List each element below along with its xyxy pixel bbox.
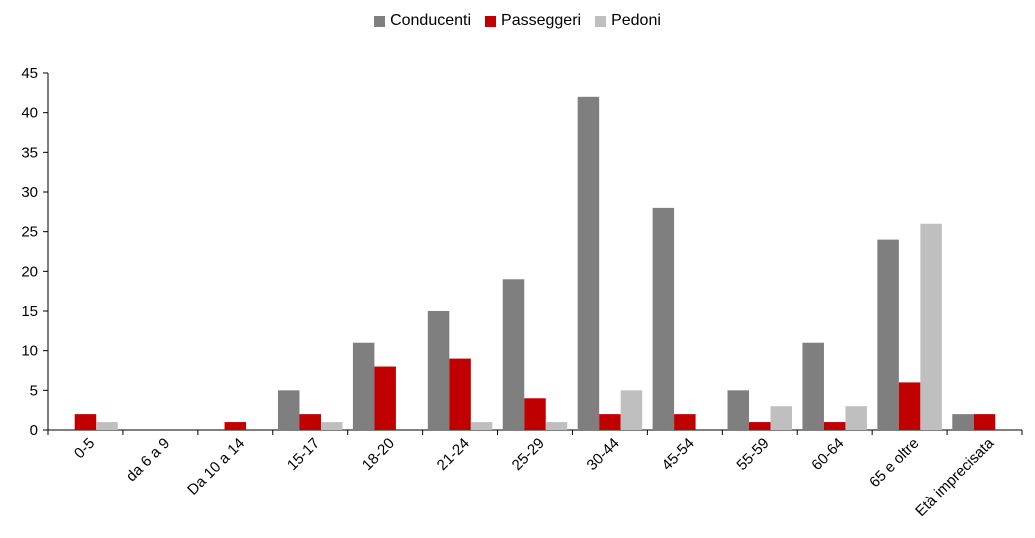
bar-conducenti-6 bbox=[503, 279, 525, 430]
x-tick-label: 30-44 bbox=[584, 435, 623, 474]
bar-passeggeri-9 bbox=[749, 422, 771, 430]
x-tick-label: Da 10 a 14 bbox=[184, 435, 248, 499]
bar-passeggeri-6 bbox=[524, 398, 546, 430]
bar-conducenti-11 bbox=[877, 240, 899, 430]
x-tick-label: Età imprecisata bbox=[912, 434, 998, 520]
bar-conducenti-9 bbox=[728, 390, 750, 430]
y-tick-label: 5 bbox=[30, 382, 38, 399]
bar-pedoni-6 bbox=[546, 422, 568, 430]
bar-passeggeri-10 bbox=[824, 422, 846, 430]
bar-pedoni-11 bbox=[920, 224, 942, 430]
bar-passeggeri-0 bbox=[75, 414, 97, 430]
bar-conducenti-5 bbox=[428, 311, 450, 430]
x-tick-label: 0-5 bbox=[71, 435, 98, 462]
y-tick-label: 10 bbox=[21, 343, 38, 360]
bar-conducenti-4 bbox=[353, 343, 375, 430]
y-tick-label: 25 bbox=[21, 224, 38, 241]
y-tick-label: 40 bbox=[21, 105, 38, 122]
y-tick-label: 0 bbox=[30, 422, 38, 439]
bar-pedoni-10 bbox=[845, 406, 867, 430]
bar-passeggeri-11 bbox=[899, 382, 921, 430]
y-tick-label: 15 bbox=[21, 303, 38, 320]
bar-conducenti-10 bbox=[802, 343, 824, 430]
x-tick-label: 15-17 bbox=[284, 435, 323, 474]
bar-passeggeri-2 bbox=[225, 422, 247, 430]
x-tick-label: 60-64 bbox=[808, 435, 847, 474]
bar-pedoni-0 bbox=[96, 422, 118, 430]
bar-pedoni-9 bbox=[771, 406, 793, 430]
bar-passeggeri-12 bbox=[974, 414, 996, 430]
bar-passeggeri-5 bbox=[449, 359, 471, 430]
y-tick-label: 45 bbox=[21, 65, 38, 82]
y-tick-label: 20 bbox=[21, 263, 38, 280]
y-tick-label: 30 bbox=[21, 184, 38, 201]
bar-conducenti-7 bbox=[578, 97, 600, 430]
x-tick-label: 55-59 bbox=[733, 435, 772, 474]
bar-passeggeri-4 bbox=[374, 367, 396, 430]
y-tick-label: 35 bbox=[21, 144, 38, 161]
bar-conducenti-12 bbox=[952, 414, 974, 430]
bar-pedoni-7 bbox=[621, 390, 643, 430]
x-tick-label: 25-29 bbox=[509, 435, 548, 474]
bar-pedoni-5 bbox=[471, 422, 493, 430]
bar-conducenti-3 bbox=[278, 390, 300, 430]
bar-conducenti-8 bbox=[653, 208, 675, 430]
x-tick-label: 18-20 bbox=[359, 435, 398, 474]
x-tick-label: 65 e oltre bbox=[866, 435, 922, 491]
bar-passeggeri-7 bbox=[599, 414, 621, 430]
bar-passeggeri-3 bbox=[299, 414, 321, 430]
bar-passeggeri-8 bbox=[674, 414, 696, 430]
x-tick-label: 21-24 bbox=[434, 435, 473, 474]
x-tick-label: da 6 a 9 bbox=[123, 435, 173, 485]
x-tick-label: 45-54 bbox=[659, 435, 698, 474]
bar-pedoni-3 bbox=[321, 422, 343, 430]
